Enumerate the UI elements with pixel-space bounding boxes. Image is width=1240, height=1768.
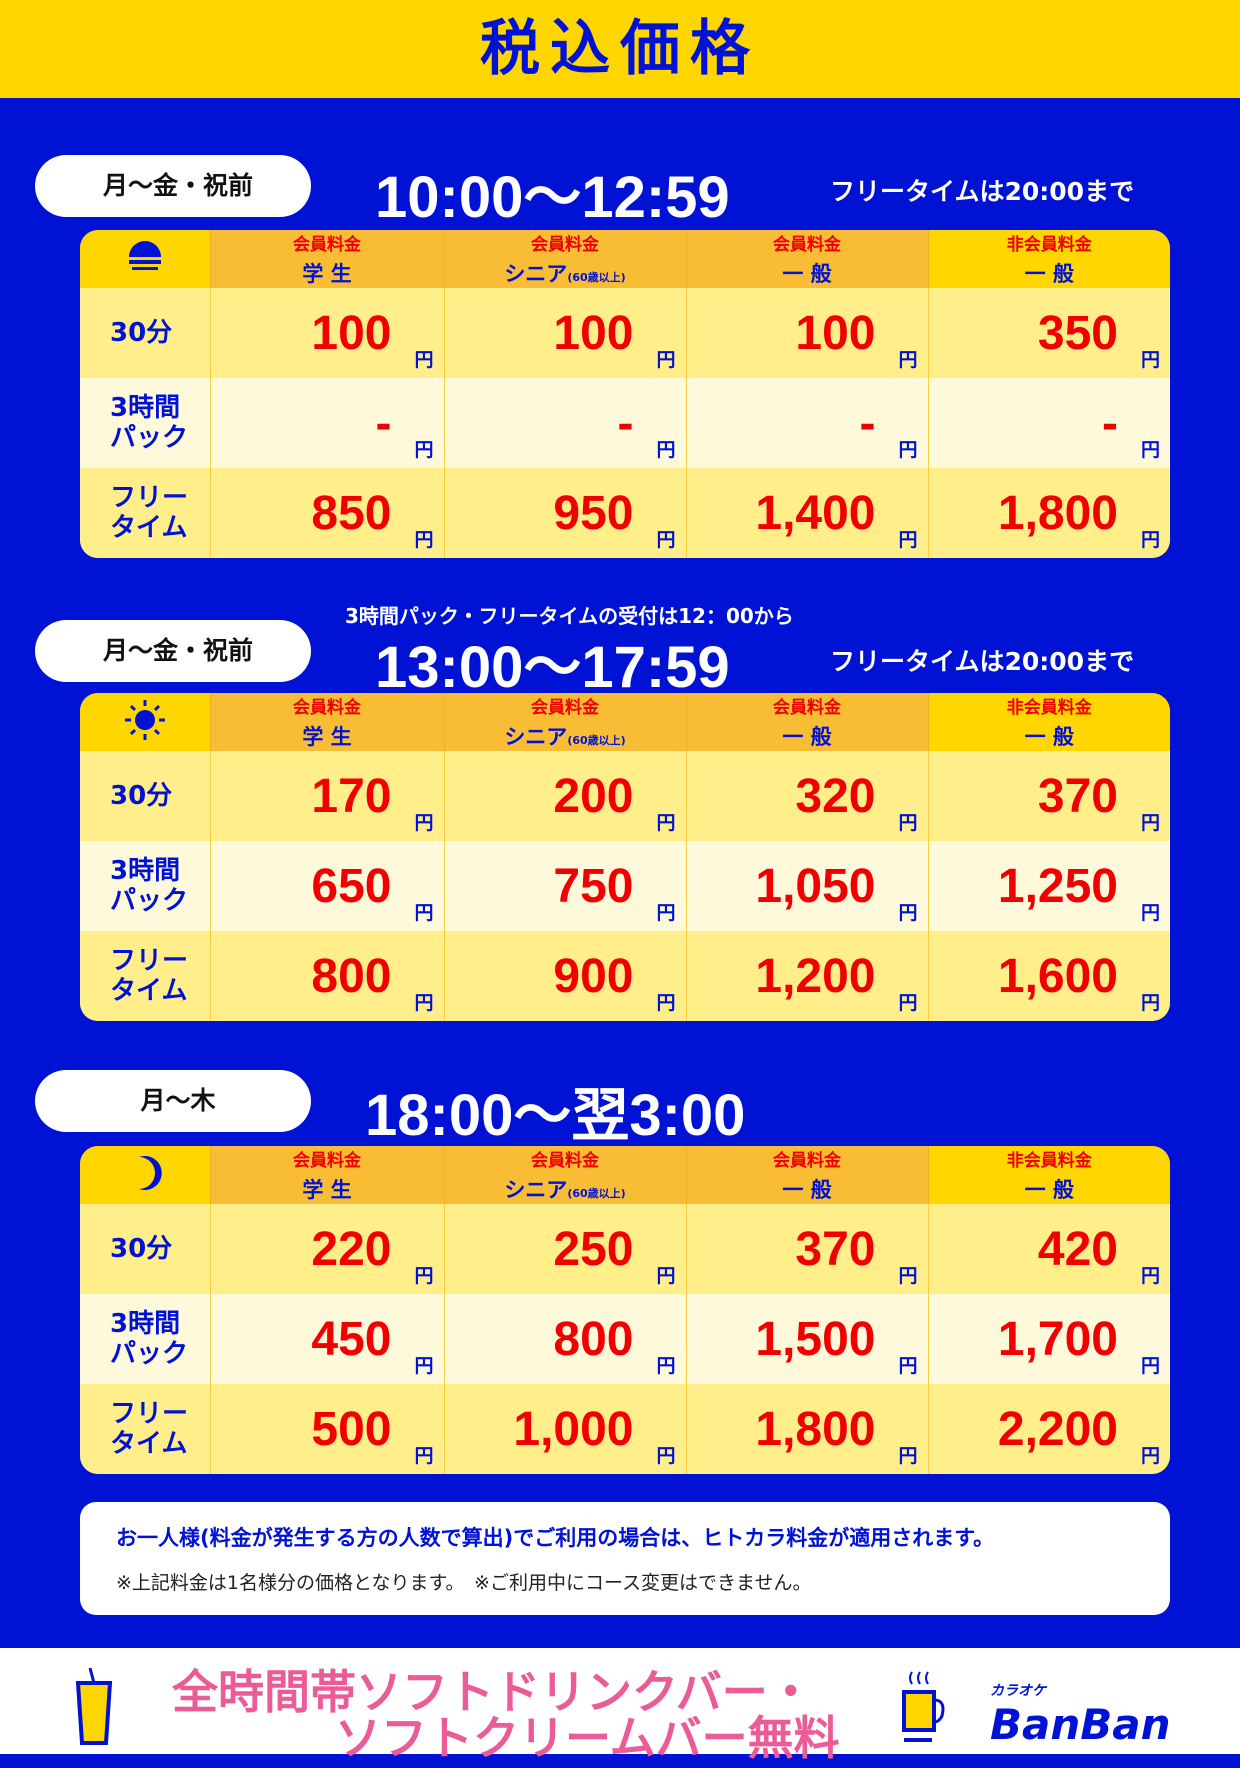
note-solo: お一人様(料金が発生する方の人数で算出)でご利用の場合は、ヒトカラ料金が適用され…: [116, 1526, 995, 1550]
notes-box: お一人様(料金が発生する方の人数で算出)でご利用の場合は、ヒトカラ料金が適用され…: [80, 1502, 1170, 1615]
reception-notice: 3時間パック・フリータイムの受付は12：00から: [345, 604, 794, 628]
price-cell: 350 円: [927, 288, 1170, 378]
price-cell: -円: [685, 378, 928, 468]
price-cell: 1,000 円: [443, 1384, 686, 1474]
table-row: 3時間 パック - 円 - 円 - 円 - 円: [80, 378, 1170, 468]
column-header: 会員料金学 生: [209, 1146, 444, 1204]
time-range: 13:00〜17:59: [375, 635, 730, 700]
price-cell: 250 円: [443, 1204, 686, 1294]
price-cell: -円: [927, 378, 1170, 468]
column-header: 会員料金学 生: [209, 230, 444, 288]
column-header: 会員料金一 般: [685, 1146, 928, 1204]
price-cell: -円: [209, 378, 444, 468]
price-cell: 500 円: [209, 1384, 444, 1474]
price-cell: 800 円: [443, 1294, 686, 1384]
price-cell: 950 円: [443, 468, 686, 558]
table-row: 30分 170 円 200 円 320 円 370 円: [80, 751, 1170, 841]
price-cell: 1,800 円: [685, 1384, 928, 1474]
price-cell: 850 円: [209, 468, 444, 558]
free-time-note: フリータイムは20:00まで: [830, 647, 1135, 676]
days-pill: 月〜木: [35, 1070, 311, 1132]
price-cell: 170 円: [209, 751, 444, 841]
price-cell: 800 円: [209, 931, 444, 1021]
table-row: 3時間 パック 650 円 750 円 1,050 円 1,250 円: [80, 841, 1170, 931]
price-cell: 220 円: [209, 1204, 444, 1294]
price-cell: 450 円: [209, 1294, 444, 1384]
table-row: 3時間 パック 450 円 800 円 1,500 円 1,700 円: [80, 1294, 1170, 1384]
drink-cup-icon: [75, 1668, 113, 1745]
price-cell: 1,500 円: [685, 1294, 928, 1384]
price-cell: 370 円: [685, 1204, 928, 1294]
table-row: フリー タイム 850 円 950 円 1,400 円 1,800 円: [80, 468, 1170, 558]
row-label: フリー タイム: [80, 1384, 210, 1474]
row-label: 30分: [80, 288, 210, 378]
table-row: 30分 100 円 100 円 100 円 350 円: [80, 288, 1170, 378]
sunrise-icon: [80, 230, 210, 288]
column-header: 非会員料金一 般: [927, 230, 1170, 288]
price-cell: 100 円: [209, 288, 444, 378]
days-pill: 月〜金・祝前: [35, 155, 311, 217]
table-row: フリー タイム 800 円 900 円 1,200 円 1,600 円: [80, 931, 1170, 1021]
price-cell: 200 円: [443, 751, 686, 841]
price-table: 会員料金学 生会員料金 シニア(60歳以上) 会員料金一 般非会員料金一 般 30分 2…: [80, 1146, 1170, 1474]
sun-icon: [80, 693, 210, 751]
time-range: 18:00〜翌3:00: [365, 1083, 746, 1148]
price-cell: 650 円: [209, 841, 444, 931]
price-cell: 1,400 円: [685, 468, 928, 558]
moon-icon: [80, 1146, 210, 1204]
row-label: 30分: [80, 751, 210, 841]
price-cell: 370 円: [927, 751, 1170, 841]
note-terms: ※上記料金は1名様分の価格となります。 ※ご利用中にコース変更はできません。: [116, 1572, 812, 1594]
row-label: 3時間 パック: [80, 1294, 210, 1384]
price-table: 会員料金学 生会員料金 シニア(60歳以上) 会員料金一 般非会員料金一 般 30分 1…: [80, 230, 1170, 558]
row-label: フリー タイム: [80, 931, 210, 1021]
price-table: 会員料金学 生会員料金 シニア(60歳以上) 会員料金一 般非会員料金一 般 30分 1…: [80, 693, 1170, 1021]
hot-cup-icon: [902, 1671, 945, 1742]
row-label: 30分: [80, 1204, 210, 1294]
price-cell: 1,250 円: [927, 841, 1170, 931]
price-cell: 1,800 円: [927, 468, 1170, 558]
price-cell: 1,700 円: [927, 1294, 1170, 1384]
column-header: 会員料金学 生: [209, 693, 444, 751]
column-header: 会員料金一 般: [685, 230, 928, 288]
price-cell: 320 円: [685, 751, 928, 841]
column-header: 非会員料金一 般: [927, 693, 1170, 751]
column-header: 会員料金 シニア(60歳以上): [443, 693, 686, 751]
column-header: 会員料金 シニア(60歳以上): [443, 1146, 686, 1204]
row-label: 3時間 パック: [80, 841, 210, 931]
price-cell: 420 円: [927, 1204, 1170, 1294]
table-row: フリー タイム 500 円 1,000 円 1,800 円 2,200 円: [80, 1384, 1170, 1474]
price-cell: 100 円: [443, 288, 686, 378]
row-label: 3時間 パック: [80, 378, 210, 468]
time-range: 10:00〜12:59: [375, 165, 730, 230]
price-cell: 2,200 円: [927, 1384, 1170, 1474]
price-cell: 100 円: [685, 288, 928, 378]
price-cell: 1,200 円: [685, 931, 928, 1021]
days-pill: 月〜金・祝前: [35, 620, 311, 682]
banban-logo: カラオケ BanBan: [990, 1683, 1171, 1749]
price-cell: 750 円: [443, 841, 686, 931]
promo-line1: 全時間帯ソフトドリンクバー・: [172, 1665, 814, 1719]
price-cell: 900 円: [443, 931, 686, 1021]
column-header: 会員料金一 般: [685, 693, 928, 751]
page-title: 税込価格: [0, 0, 1240, 98]
free-time-note: フリータイムは20:00まで: [830, 177, 1135, 206]
price-cell: 1,050 円: [685, 841, 928, 931]
row-label: フリー タイム: [80, 468, 210, 558]
promo-line2: ソフトクリームバー無料: [335, 1711, 840, 1765]
table-row: 30分 220 円 250 円 370 円 420 円: [80, 1204, 1170, 1294]
price-cell: 1,600 円: [927, 931, 1170, 1021]
price-cell: -円: [443, 378, 686, 468]
column-header: 会員料金 シニア(60歳以上): [443, 230, 686, 288]
column-header: 非会員料金一 般: [927, 1146, 1170, 1204]
